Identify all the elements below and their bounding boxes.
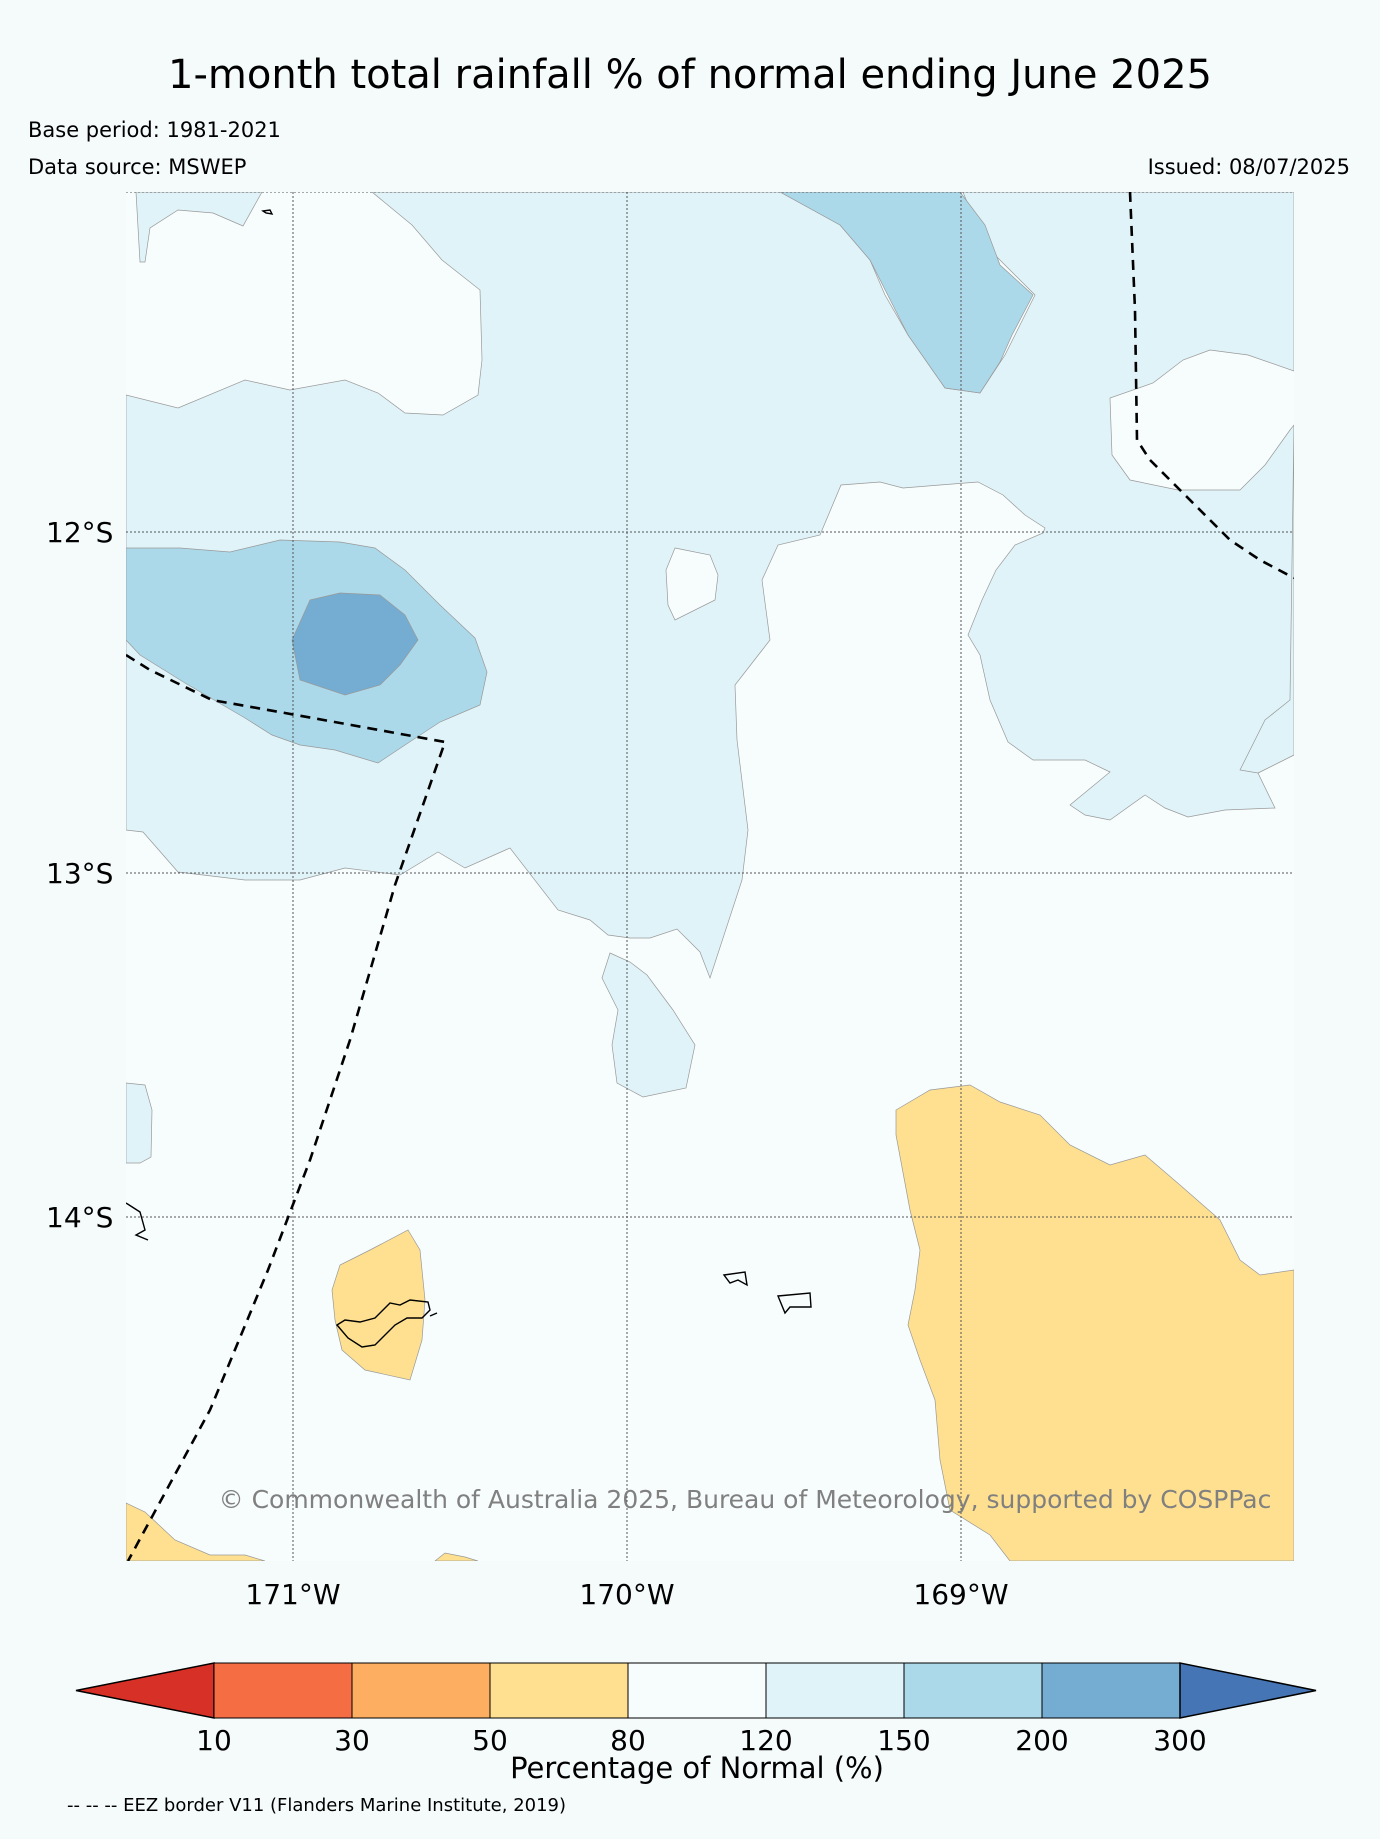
map-title: 1-month total rainfall % of normal endin…: [168, 52, 1212, 98]
colorbar-bin-10-30: [213, 1662, 353, 1719]
coastlines: [126, 209, 812, 1348]
lon-label-169w: 169°W: [913, 1578, 1008, 1611]
colorbar-bin-120-150: [765, 1662, 905, 1719]
colorbar-label: Percentage of Normal (%): [510, 1751, 884, 1785]
eez-border-note: -- -- -- EEZ border V11 (Flanders Marine…: [67, 1795, 566, 1816]
contour-50-80-southeast: [895, 1084, 1294, 1561]
lon-label-171w: 171°W: [245, 1578, 340, 1611]
colorbar-bin-80-120: [627, 1662, 767, 1719]
contour-50-80-south-sliver: [434, 1552, 479, 1561]
colorbar-tick-80: 80: [610, 1724, 646, 1757]
contour-120-150-tiny-nw: [135, 192, 263, 263]
tutuila-coastline: [335, 1299, 431, 1348]
upolu-coastline: [126, 1202, 149, 1241]
contour-80-120-hole-centre: [665, 547, 719, 621]
colorbar-extend-low: [75, 1662, 215, 1719]
colorbar-tick-300: 300: [1153, 1724, 1206, 1757]
contour-120-150-west-edge: [126, 1082, 153, 1164]
colorbar-extend-high: [1179, 1662, 1317, 1719]
map-grid: [126, 192, 1294, 1561]
colorbar-bin-50-80: [489, 1662, 629, 1719]
eez-border: [126, 192, 1294, 1561]
lon-label-170w: 170°W: [579, 1578, 674, 1611]
colorbar-tick-10: 10: [196, 1724, 232, 1757]
contour-200-300-west: [291, 592, 419, 696]
data-source: Data source: MSWEP: [28, 155, 247, 179]
contour-120-150-islet: [601, 952, 696, 1098]
base-period: Base period: 1981-2021: [28, 118, 281, 142]
lat-label-13s: 13°S: [46, 857, 113, 890]
colorbar-tick-150: 150: [877, 1724, 930, 1757]
lat-label-12s: 12°S: [46, 516, 113, 549]
contour-150-200-north: [779, 192, 1034, 394]
colorbar-tick-120: 120: [739, 1724, 792, 1757]
lat-label-14s: 14°S: [46, 1201, 113, 1234]
ofu-olosega-coastline: [722, 1271, 748, 1287]
copyright-notice: © Commonwealth of Australia 2025, Bureau…: [219, 1485, 1272, 1514]
contour-50-80-southwest: [126, 1502, 266, 1561]
aunuu-coastline: [429, 1312, 438, 1317]
issued-date: Issued: 08/07/2025: [1147, 155, 1350, 179]
colorbar-tick-200: 200: [1015, 1724, 1068, 1757]
colorbar-bin-150-200: [903, 1662, 1043, 1719]
swains-coastline: [261, 209, 274, 215]
colorbar-bin-30-50: [351, 1662, 491, 1719]
colorbar-bin-200-300: [1041, 1662, 1181, 1719]
map-area: © Commonwealth of Australia 2025, Bureau…: [126, 192, 1294, 1561]
contour-120-150-east-wedge: [1239, 424, 1294, 774]
colorbar-tick-30: 30: [334, 1724, 370, 1757]
colorbar-tick-50: 50: [472, 1724, 508, 1757]
tau-coastline: [776, 1292, 812, 1315]
colorbar: 10 30 50 80 120 150 200 300 Percentage o…: [75, 1662, 1317, 1785]
